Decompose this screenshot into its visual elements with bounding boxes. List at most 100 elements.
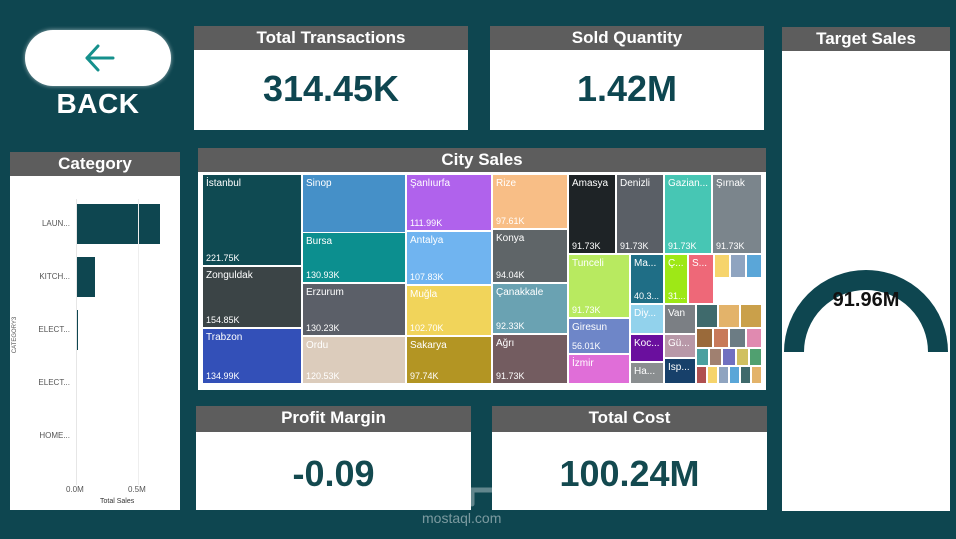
treemap-city-name: S...: [692, 258, 708, 269]
treemap-cell-23[interactable]: Diy...: [630, 304, 664, 334]
total-transactions-card: Total Transactions 314.45K: [194, 26, 468, 130]
treemap-minor-cell-13[interactable]: [735, 348, 749, 366]
profit-margin-card: Profit Margin -0.09: [196, 406, 471, 510]
treemap-cell-9[interactable]: Muğla 102.70K: [406, 285, 492, 336]
x-tick-0: 0.0M: [66, 485, 84, 494]
treemap-minor-cell-19[interactable]: [740, 366, 751, 384]
treemap-city-name: Ordu: [306, 340, 329, 351]
treemap-city-value: 91.73K: [716, 241, 745, 251]
treemap-city-value: 111.99K: [410, 218, 443, 228]
treemap-cell-1[interactable]: Zonguldak 154.85K: [202, 266, 302, 328]
treemap-minor-cell-5[interactable]: [740, 304, 762, 328]
category-bar-2[interactable]: [76, 310, 79, 350]
back-label[interactable]: BACK: [56, 88, 140, 119]
category-label-1: KITCH...: [39, 272, 70, 281]
treemap-cell-6[interactable]: Ordu 120.53K: [302, 336, 406, 384]
treemap-city-name: Ağrı: [496, 338, 515, 349]
treemap-minor-cell-7[interactable]: [712, 328, 729, 348]
treemap-cell-24[interactable]: Koc...: [630, 334, 664, 362]
treemap-city-value: 91.73K: [572, 305, 601, 315]
treemap-minor-cell-4[interactable]: [718, 304, 740, 328]
treemap-cell-26[interactable]: Ç... 31...: [664, 254, 688, 304]
treemap-cell-30[interactable]: Isp...: [664, 358, 696, 384]
treemap-minor-cell-14[interactable]: [748, 348, 762, 366]
treemap-minor-cell-18[interactable]: [729, 366, 740, 384]
treemap-cell-14[interactable]: Ağrı 91.73K: [492, 334, 568, 384]
treemap-cell-15[interactable]: Amasya 91.73K: [568, 174, 616, 254]
sold-quantity-value: 1.42M: [576, 68, 678, 109]
treemap-cell-29[interactable]: Gü...: [664, 334, 696, 358]
treemap-minor-cell-20[interactable]: [751, 366, 762, 384]
treemap-city-value: 120.53K: [306, 371, 340, 381]
treemap-city-name: Gü...: [668, 338, 690, 349]
treemap-cell-21[interactable]: İzmir: [568, 354, 630, 384]
treemap-minor-cell-10[interactable]: [696, 348, 710, 366]
treemap-city-name: Çanakkale: [496, 287, 544, 298]
treemap-cell-17[interactable]: Gazian... 91.73K: [664, 174, 712, 254]
treemap-city-name: Muğla: [410, 289, 438, 300]
category-bar-0[interactable]: [76, 204, 161, 244]
treemap-cell-8[interactable]: Antalya 107.83K: [406, 231, 492, 285]
treemap-cell-22[interactable]: Ma... 40.3...: [630, 254, 664, 304]
treemap-cell-20[interactable]: Giresun 56.01K: [568, 318, 630, 354]
category-card: Category CATEGORY3 LAUN... KITCH... ELECT.…: [10, 152, 180, 510]
x-axis-label: Total Sales: [100, 498, 135, 505]
treemap-cell-7[interactable]: Şanlıurfa 111.99K: [406, 174, 492, 231]
treemap-cell-16[interactable]: Denizli 91.73K: [616, 174, 664, 254]
treemap-minor-cell-8[interactable]: [729, 328, 746, 348]
treemap-minor-cell-1[interactable]: [730, 254, 746, 278]
treemap-city-value: 91.73K: [620, 241, 649, 251]
treemap-city-name: Koc...: [634, 338, 660, 349]
treemap-cell-13[interactable]: Çanakkale 92.33K: [492, 283, 568, 334]
treemap-minor-cell-17[interactable]: [718, 366, 729, 384]
treemap-cell-12[interactable]: Konya 94.04K: [492, 229, 568, 283]
treemap-city-name: Ç...: [668, 258, 684, 269]
treemap-city-name: Şırnak: [716, 178, 745, 189]
treemap-city-name: Giresun: [572, 322, 608, 333]
treemap-minor-cell-16[interactable]: [707, 366, 718, 384]
category-axis-line: [76, 199, 77, 485]
watermark-url: mostaql.com: [422, 510, 502, 526]
target-sales-title: Target Sales: [782, 27, 950, 51]
total-transactions-value: 314.45K: [262, 68, 400, 109]
treemap-cell-0[interactable]: İstanbul 221.75K: [202, 174, 302, 266]
treemap-minor-cell-3[interactable]: [696, 304, 718, 328]
treemap-cell-2[interactable]: Trabzon 134.99K: [202, 328, 302, 384]
treemap-cell-11[interactable]: Rize 97.61K: [492, 174, 568, 229]
treemap-city-name: Erzurum: [306, 287, 344, 298]
back-button[interactable]: [25, 30, 171, 86]
city-sales-card: City Sales İstanbul 221.75K Zonguldak 154.8…: [198, 148, 766, 390]
treemap-city-name: Rize: [496, 178, 517, 189]
treemap-cell-28[interactable]: Van: [664, 304, 696, 334]
treemap-city-value: 134.99K: [206, 371, 240, 381]
treemap-cell-5[interactable]: Erzurum 130.23K: [302, 283, 406, 336]
treemap-minor-cell-11[interactable]: [709, 348, 723, 366]
treemap-minor-cell-2[interactable]: [746, 254, 762, 278]
treemap-cell-4[interactable]: Bursa 130.93K: [302, 232, 406, 283]
treemap-cell-19[interactable]: Tunceli 91.73K: [568, 254, 630, 318]
treemap-city-name: Denizli: [620, 178, 651, 189]
category-bar-1[interactable]: [76, 257, 95, 297]
treemap-city-value: 154.85K: [206, 315, 240, 325]
target-sales-card: Target Sales 91.96M: [782, 27, 950, 511]
treemap-minor-cell-15[interactable]: [696, 366, 707, 384]
treemap-city-name: İzmir: [572, 358, 594, 369]
treemap-cell-10[interactable]: Sakarya 97.74K: [406, 336, 492, 384]
treemap-city-name: Gazian...: [668, 178, 709, 189]
treemap-cell-25[interactable]: Ha...: [630, 362, 664, 384]
target-sales-gauge: [784, 270, 948, 353]
treemap-city-value: 97.74K: [410, 371, 439, 381]
treemap-minor-cell-9[interactable]: [745, 328, 762, 348]
treemap-cell-18[interactable]: Şırnak 91.73K: [712, 174, 762, 254]
treemap-minor-cell-12[interactable]: [722, 348, 736, 366]
treemap-city-value: 56.01K: [572, 341, 601, 351]
treemap-city-name: Konya: [496, 233, 525, 244]
treemap-cell-27[interactable]: S...: [688, 254, 714, 304]
category-label-2: ELECT...: [38, 325, 70, 334]
treemap-minor-cell-0[interactable]: [714, 254, 730, 278]
treemap-city-value: 92.33K: [496, 321, 525, 331]
arrow-left-icon: [85, 44, 115, 72]
city-sales-title: City Sales: [198, 148, 766, 172]
treemap-minor-cell-6[interactable]: [696, 328, 713, 348]
total-cost-value: 100.24M: [559, 453, 700, 494]
